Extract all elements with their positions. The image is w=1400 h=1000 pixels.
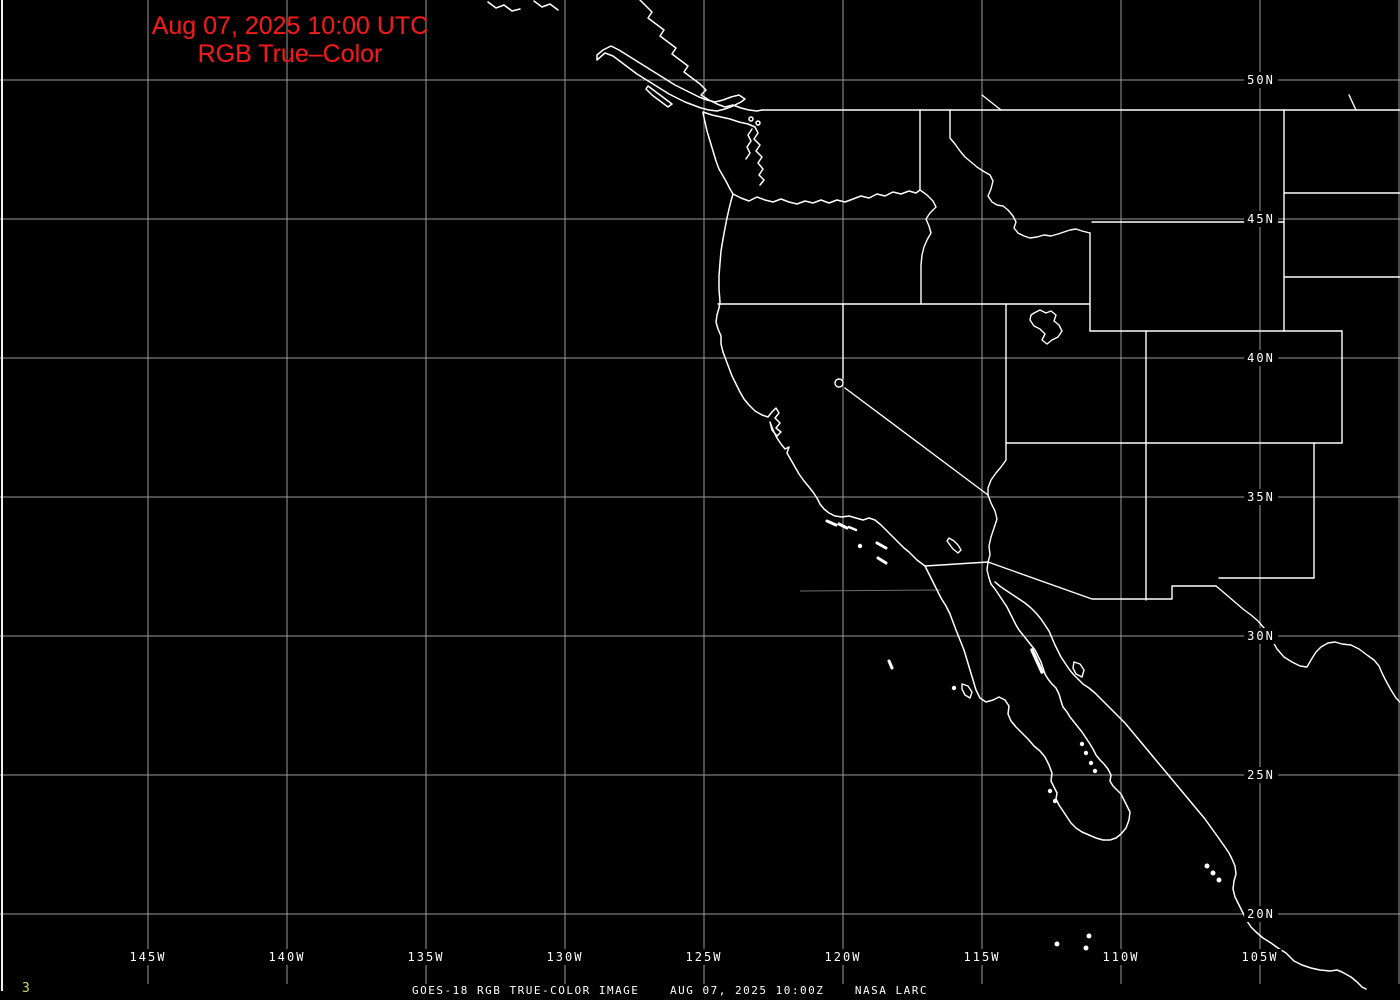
island-marias-3 xyxy=(1216,877,1222,883)
island-guadalupe xyxy=(887,659,894,670)
island-santa-barbara xyxy=(857,543,863,549)
coast-hood-canal xyxy=(745,128,753,160)
coastline-lines xyxy=(487,0,1367,990)
coast-bc-mainland xyxy=(639,0,763,112)
island-tiburon xyxy=(1072,661,1085,678)
island-revillagigedo-2 xyxy=(1086,933,1092,939)
border-or-id-snake-river xyxy=(919,189,937,305)
caption-product: GOES-18 RGB TRUE-COLOR IMAGE xyxy=(412,984,640,997)
island-gulf-chain-1 xyxy=(1079,741,1085,747)
border-us-mexico-az xyxy=(987,561,1217,600)
border-ca-nv-diagonal xyxy=(844,387,989,496)
island-texada xyxy=(645,85,673,108)
lon-label-130W: 130W xyxy=(543,949,587,965)
lon-label-145W: 145W xyxy=(126,949,170,965)
lat-label-40N: 40N xyxy=(1244,350,1278,366)
coast-juan-de-fuca-puget xyxy=(702,111,765,186)
island-marias-2 xyxy=(1210,870,1216,876)
salton-sea xyxy=(946,537,962,554)
island-angel-de-la-guarda xyxy=(1030,648,1044,674)
river-tick-kootenay xyxy=(981,94,1002,111)
rio-grande xyxy=(1215,585,1400,703)
lon-label-135W: 135W xyxy=(404,949,448,965)
lon-label-110W: 110W xyxy=(1099,949,1143,965)
border-nv-az-colorado-river xyxy=(987,442,1007,496)
lat-label-45N: 45N xyxy=(1244,211,1278,227)
lon-label-120W: 120W xyxy=(821,949,865,965)
lon-label-140W: 140W xyxy=(265,949,309,965)
image-title-product: RGB True–Color xyxy=(197,40,383,68)
image-title: Aug 07, 2025 10:00 UTC RGB True–Color xyxy=(140,12,440,68)
image-title-timestamp: Aug 07, 2025 10:00 UTC xyxy=(151,12,429,40)
frame-counter: 3 xyxy=(22,981,31,996)
coast-sonora-sinaloa xyxy=(994,581,1367,990)
border-lines xyxy=(717,94,1400,703)
river-tick-milk xyxy=(1348,94,1357,111)
scan-seam-line xyxy=(799,589,942,592)
island-san-juan-2 xyxy=(755,120,761,126)
island-gulf-chain-3 xyxy=(1088,760,1094,766)
island-revillagigedo-3 xyxy=(1083,945,1089,951)
island-gulf-chain-4 xyxy=(1092,768,1098,774)
great-salt-lake xyxy=(1029,309,1063,345)
lon-label-105W: 105W xyxy=(1238,949,1282,965)
lat-label-35N: 35N xyxy=(1244,489,1278,505)
lat-label-25N: 25N xyxy=(1244,767,1278,783)
columbia-river xyxy=(732,189,921,205)
lake-tahoe xyxy=(834,378,844,388)
island-san-miguel-santa-rosa xyxy=(825,519,838,527)
island-san-benito xyxy=(951,685,957,691)
bottom-caption: GOES-18 RGB TRUE-COLOR IMAGE AUG 07, 202… xyxy=(412,984,928,997)
caption-datetime: AUG 07, 2025 10:00Z xyxy=(669,984,825,997)
island-gulf-chain-2 xyxy=(1083,750,1089,756)
coast-olympic xyxy=(702,112,734,195)
lon-label-125W: 125W xyxy=(682,949,726,965)
lakes-and-islands xyxy=(825,309,1222,951)
lat-label-50N: 50N xyxy=(1244,72,1278,88)
caption-credit: NASA LARC xyxy=(854,984,928,997)
island-revillagigedo-1 xyxy=(1054,941,1060,947)
border-id-mt xyxy=(949,109,1091,239)
island-magdalena-1 xyxy=(1047,788,1053,794)
lat-label-20N: 20N xyxy=(1244,906,1278,922)
island-san-juan-1 xyxy=(748,116,754,122)
coast-bc-islets-1 xyxy=(487,1,521,12)
island-santa-cruz xyxy=(837,522,849,530)
coast-west-or-ca xyxy=(715,193,926,567)
island-cedros xyxy=(961,683,973,699)
border-us-mexico-ca xyxy=(924,561,989,567)
island-magdalena-2 xyxy=(1052,798,1058,804)
island-marias-1 xyxy=(1204,863,1210,869)
coast-bc-islets-2 xyxy=(533,0,559,11)
island-anacapa xyxy=(847,525,858,532)
island-san-clemente xyxy=(876,556,888,565)
coast-baja-peninsula xyxy=(924,565,1131,841)
colorado-river xyxy=(986,494,998,579)
lat-label-30N: 30N xyxy=(1244,628,1278,644)
lon-label-115W: 115W xyxy=(960,949,1004,965)
island-vancouver xyxy=(596,45,746,112)
island-catalina xyxy=(875,541,888,550)
